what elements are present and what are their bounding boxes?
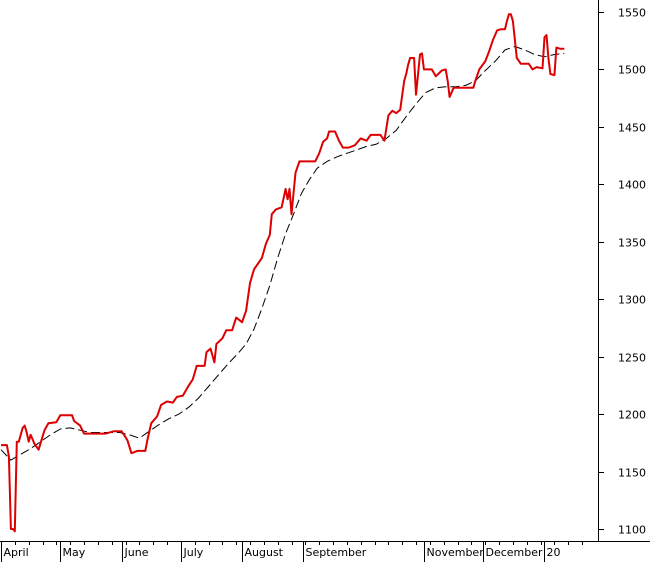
y-tick-label: 1350 [618, 237, 646, 250]
x-tick-label: April [4, 546, 29, 559]
average-series-line [0, 46, 565, 461]
series-layer [0, 13, 565, 533]
x-tick-label: 20 [547, 546, 561, 559]
y-tick-label: 1450 [618, 122, 646, 135]
x-tick-label: July [183, 546, 204, 559]
y-tick-label: 1550 [618, 7, 646, 20]
x-tick-label: September [306, 546, 367, 559]
x-tick-label: May [63, 546, 86, 559]
price-series-line [1, 13, 565, 533]
x-tick-label: December [486, 546, 544, 559]
x-tick-label: November [427, 546, 485, 559]
x-tick-label: June [124, 546, 149, 559]
y-tick-label: 1200 [618, 409, 646, 422]
y-tick-label: 1100 [618, 524, 646, 537]
y-tick-label: 1300 [618, 294, 646, 307]
y-tick-label: 1250 [618, 352, 646, 365]
y-tick-label: 1400 [618, 179, 646, 192]
y-tick-label: 1500 [618, 64, 646, 77]
y-tick-label: 1150 [618, 467, 646, 480]
x-tick-label: August [245, 546, 284, 559]
